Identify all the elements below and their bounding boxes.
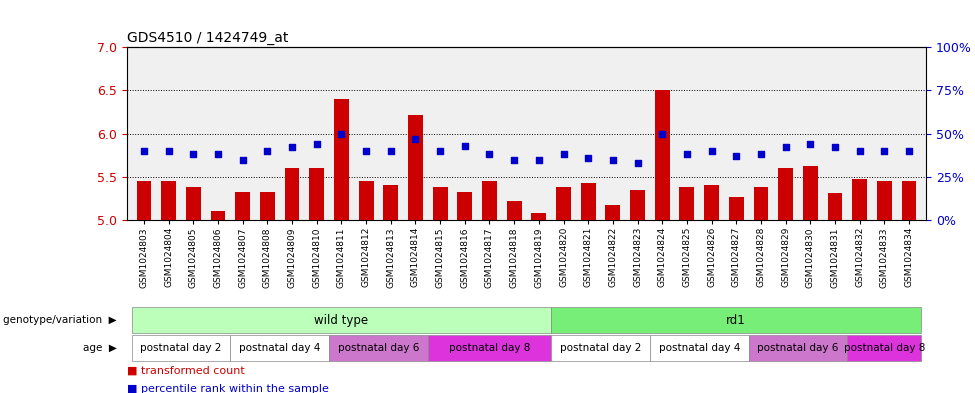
Point (457, 143, 473, 149)
Bar (330, 334, 428, 361)
Text: age  ▶: age ▶ (83, 343, 117, 353)
Bar (132, 307, 551, 334)
Bar (457, 193, 472, 220)
Bar (581, 183, 596, 220)
Bar (531, 213, 546, 220)
Bar (828, 193, 842, 220)
Text: genotype/variation  ▶: genotype/variation ▶ (3, 315, 117, 325)
Text: postnatal day 4: postnatal day 4 (239, 343, 321, 353)
Bar (877, 181, 892, 220)
Point (827, 144, 842, 151)
Bar (186, 187, 201, 220)
Bar (132, 334, 230, 361)
Point (185, 151, 201, 158)
Bar (285, 168, 299, 220)
Point (235, 156, 251, 163)
Point (358, 148, 373, 154)
Bar (211, 211, 225, 220)
Bar (230, 334, 330, 361)
Bar (409, 115, 423, 220)
Bar (655, 90, 670, 220)
Bar (847, 334, 921, 361)
Text: postnatal day 8: postnatal day 8 (843, 343, 925, 353)
Point (432, 148, 448, 154)
Text: postnatal day 6: postnatal day 6 (758, 343, 838, 353)
Text: postnatal day 2: postnatal day 2 (140, 343, 221, 353)
Bar (359, 181, 373, 220)
Bar (680, 187, 694, 220)
Bar (605, 204, 620, 220)
Bar (383, 185, 398, 220)
Text: postnatal day 8: postnatal day 8 (448, 343, 530, 353)
Point (802, 141, 818, 147)
Point (877, 148, 892, 154)
Point (580, 155, 596, 161)
Point (778, 144, 794, 151)
Point (605, 156, 621, 163)
Bar (802, 167, 818, 220)
Bar (136, 181, 151, 220)
Bar (551, 334, 650, 361)
Bar (556, 187, 571, 220)
Point (333, 130, 349, 137)
Bar (852, 180, 867, 220)
Text: ■ transformed count: ■ transformed count (127, 365, 245, 375)
Text: GDS4510 / 1424749_at: GDS4510 / 1424749_at (127, 31, 289, 45)
Point (482, 151, 497, 158)
Bar (551, 307, 921, 334)
Bar (749, 334, 847, 361)
Point (161, 148, 176, 154)
Point (704, 148, 720, 154)
Bar (507, 201, 522, 220)
Point (531, 156, 547, 163)
Bar (260, 191, 275, 220)
Bar (754, 187, 768, 220)
Point (309, 141, 325, 147)
Point (680, 151, 695, 158)
Point (753, 151, 768, 158)
Bar (778, 168, 793, 220)
Bar (433, 187, 448, 220)
Point (630, 160, 645, 166)
Bar (630, 190, 644, 220)
Point (408, 136, 423, 142)
Bar (428, 334, 551, 361)
Bar (235, 191, 251, 220)
Point (901, 148, 916, 154)
Point (556, 151, 571, 158)
Text: postnatal day 2: postnatal day 2 (560, 343, 642, 353)
Point (285, 144, 300, 151)
Text: postnatal day 4: postnatal day 4 (658, 343, 740, 353)
Bar (334, 99, 349, 220)
Text: rd1: rd1 (726, 314, 746, 327)
Text: postnatal day 6: postnatal day 6 (337, 343, 419, 353)
Text: ■ percentile rank within the sample: ■ percentile rank within the sample (127, 384, 329, 393)
Point (383, 148, 399, 154)
Bar (482, 181, 497, 220)
Text: wild type: wild type (314, 314, 369, 327)
Point (136, 148, 152, 154)
Bar (161, 181, 176, 220)
Bar (729, 197, 744, 220)
Point (852, 148, 868, 154)
Bar (309, 168, 324, 220)
Bar (704, 185, 719, 220)
Bar (902, 181, 916, 220)
Point (259, 148, 275, 154)
Point (654, 130, 670, 137)
Bar (650, 334, 749, 361)
Point (211, 151, 226, 158)
Point (506, 156, 522, 163)
Point (728, 153, 744, 159)
